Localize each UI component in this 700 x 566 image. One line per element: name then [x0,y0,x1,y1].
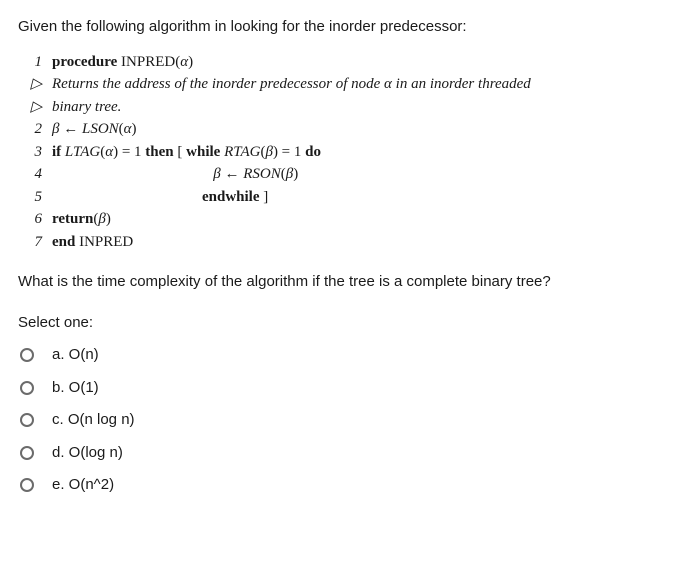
func-rson: RSON [243,166,281,182]
keyword-do: do [305,144,321,160]
options-list: a. O(n) b. O(1) c. O(n log n) d. O(log n… [20,344,682,497]
algorithm-block: 1procedure INPRED(α) ▷Returns the addres… [22,51,682,254]
algo-line-4: 4 β ← RSON(β) [22,163,682,186]
option-label: c. O(n log n) [52,409,135,432]
radio-icon[interactable] [20,348,34,362]
keyword-end: end [52,234,75,250]
func-ltag: LTAG [61,144,100,160]
keyword-while: while [186,144,220,160]
alpha-symbol: α [180,54,188,70]
keyword-endwhile: endwhile [202,189,260,205]
line-number: 2 [22,118,42,141]
option-label: a. O(n) [52,344,99,367]
line-number: 4 [22,163,42,186]
close-paren: ) [293,166,298,182]
algo-line-5: 5 endwhile ] [22,186,682,209]
algo-line-6: 6return(β) [22,208,682,231]
radio-icon[interactable] [20,478,34,492]
close-paren: ) [188,54,193,70]
indent-pad [52,166,213,182]
beta-symbol: β [98,211,105,227]
question-intro: Given the following algorithm in looking… [18,16,682,39]
arrow-symbol: ← [221,166,244,182]
eq-part: ) = 1 [273,144,305,160]
option-a[interactable]: a. O(n) [20,344,682,367]
bracket-close: ] [260,189,269,205]
proc-name-text: INPRED( [121,54,180,70]
beta-symbol: β [265,144,272,160]
arrow-symbol: ← [59,121,82,137]
comment-text-2: binary tree. [52,99,121,115]
indent-pad [52,189,202,205]
line-number: 6 [22,208,42,231]
question-text: What is the time complexity of the algor… [18,271,682,294]
bracket-open: [ [174,144,187,160]
triangle-icon: ▷ [22,96,42,119]
select-one-label: Select one: [18,312,682,335]
keyword-then: then [145,144,173,160]
close-paren: ) [106,211,111,227]
close-paren: ) [132,121,137,137]
comment-text-1: Returns the address of the inorder prede… [52,76,531,92]
option-label: b. O(1) [52,377,99,400]
keyword-if: if [52,144,61,160]
algo-comment-1: ▷ Returns the address of the inorder pred… [22,73,682,96]
alpha-symbol: α [124,121,132,137]
algo-line-1: 1 procedure INPRED(α) [22,51,682,74]
keyword-procedure: procedure [52,54,117,70]
option-d[interactable]: d. O(log n) [20,442,682,465]
beta-symbol: β [213,166,220,182]
proc-name-end: INPRED [75,234,133,250]
func-lson: LSON [82,121,119,137]
func-rtag: RTAG [220,144,260,160]
keyword-return: return [52,211,93,227]
line-number: 1 [22,51,42,74]
option-c[interactable]: c. O(n log n) [20,409,682,432]
algo-line-3: 3if LTAG(α) = 1 then [ while RTAG(β) = 1… [22,141,682,164]
option-b[interactable]: b. O(1) [20,377,682,400]
algo-comment-2: ▷ binary tree. [22,96,682,119]
option-e[interactable]: e. O(n^2) [20,474,682,497]
option-label: d. O(log n) [52,442,123,465]
alpha-symbol: α [105,144,113,160]
line-number: 3 [22,141,42,164]
line-number: 5 [22,186,42,209]
algo-line-7: 7 end INPRED [22,231,682,254]
eq-part: ) = 1 [113,144,145,160]
radio-icon[interactable] [20,381,34,395]
radio-icon[interactable] [20,446,34,460]
line-number: 7 [22,231,42,254]
triangle-icon: ▷ [22,73,42,96]
radio-icon[interactable] [20,413,34,427]
algo-line-2: 2β ← LSON(α) [22,118,682,141]
option-label: e. O(n^2) [52,474,114,497]
